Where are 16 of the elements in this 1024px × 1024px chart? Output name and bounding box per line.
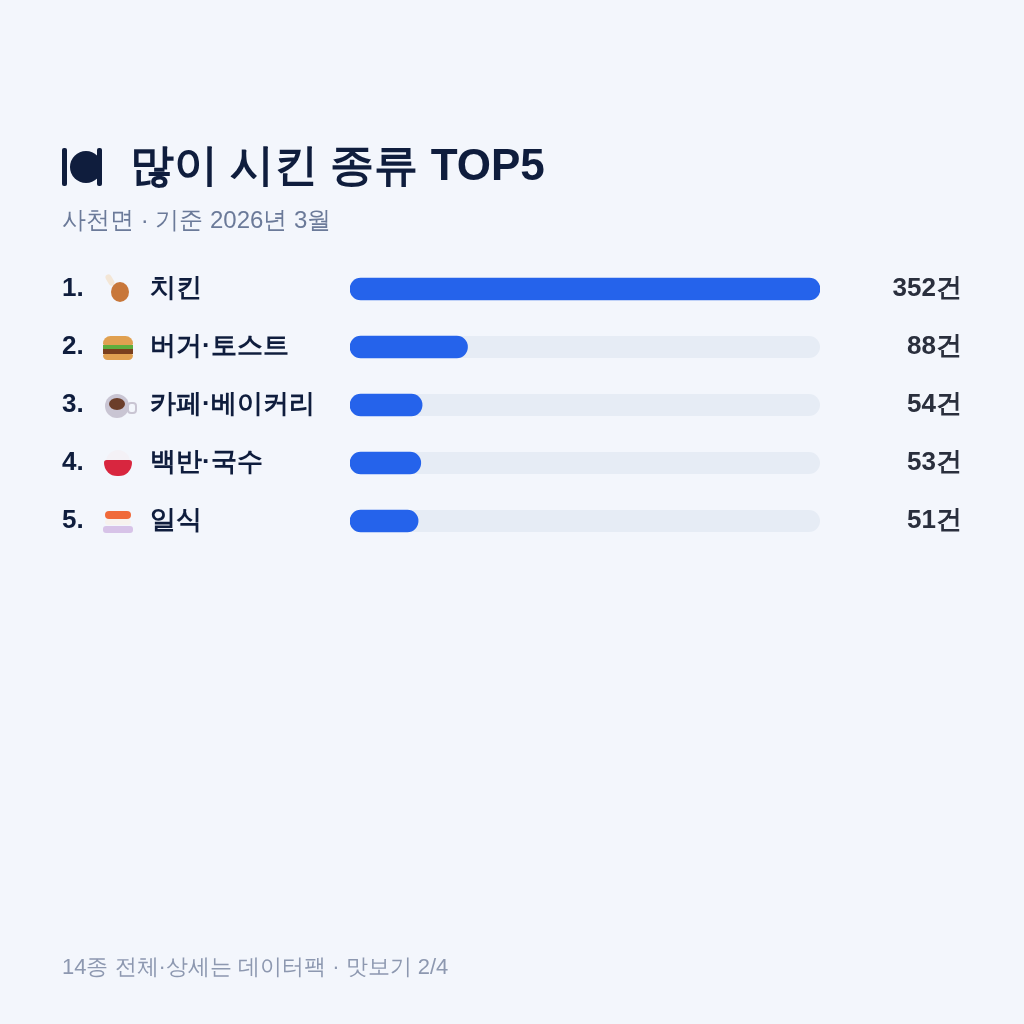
chart-title: 많이 시킨 종류 TOP5 [130,139,545,191]
data-label: 51건 [907,504,962,535]
text: 14종 전체·상세는 데이터팩 · 맛보기 2/4 [62,953,449,981]
data-label: 352건 [892,272,962,303]
category-label: 2. 버거·토스트 [62,330,289,361]
category-label: 3. 카페·베이커리 [62,388,315,419]
bar [350,335,468,359]
data-label: 88건 [907,330,962,361]
category-label: 1. 치킨 [62,272,202,303]
bar [350,393,423,417]
data-label: 54건 [907,388,962,419]
category-label: 5. 일식 [62,504,202,535]
category-label: 4. 백반·국수 [62,446,263,477]
data-label: 53건 [907,446,962,477]
chart-subtitle: 사천면 · 기준 2026년 3월 [62,205,332,235]
bar [350,451,422,475]
